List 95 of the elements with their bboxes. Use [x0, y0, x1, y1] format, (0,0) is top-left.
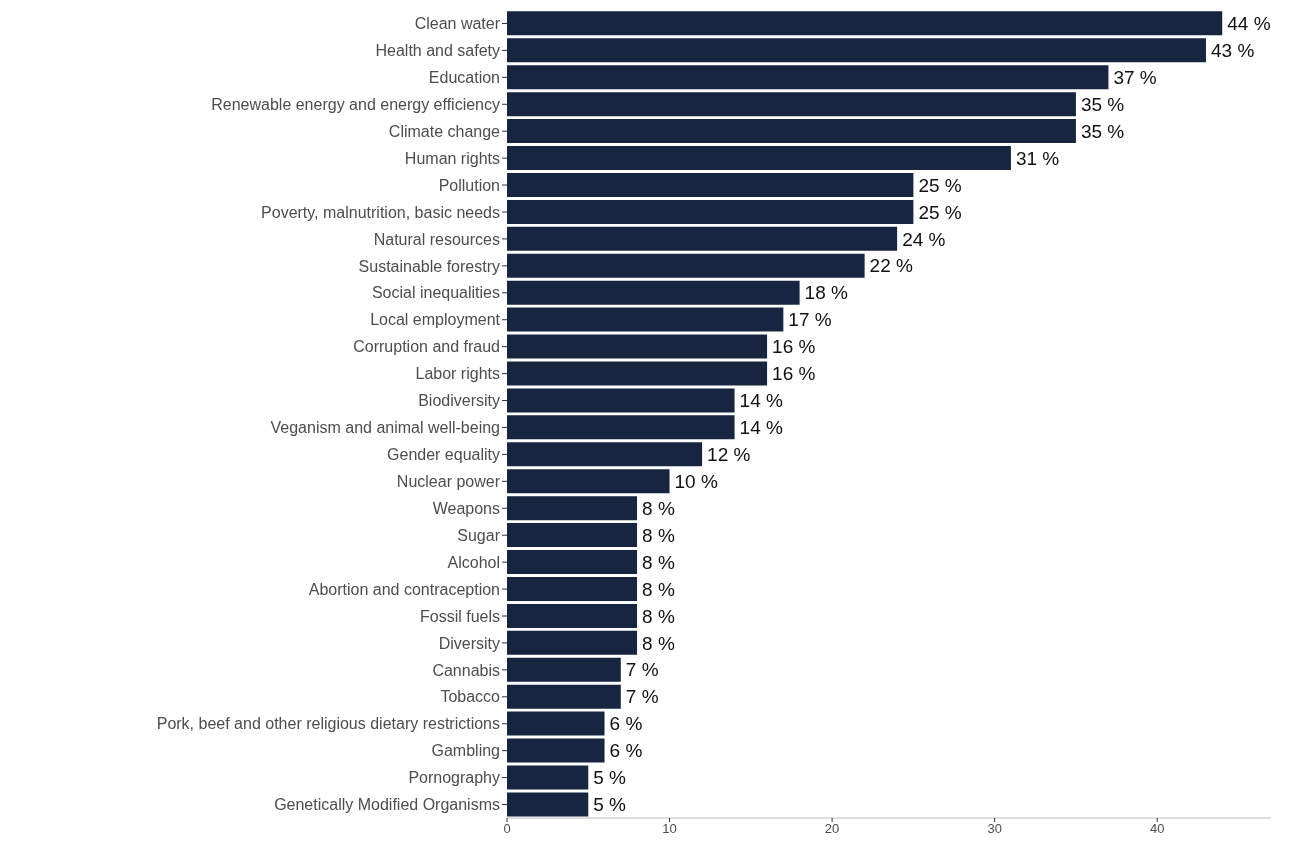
bar: [507, 280, 800, 305]
y-tick-label: Diversity: [438, 634, 500, 652]
bar: [507, 711, 605, 736]
data-label: 44 %: [1227, 13, 1271, 35]
x-tick-label: 40: [1149, 821, 1165, 837]
bar: [507, 38, 1206, 63]
data-label: 8 %: [642, 632, 675, 654]
y-tick-label: Labor rights: [415, 365, 500, 383]
x-tick-label: 30: [987, 821, 1002, 837]
y-tick-label: Corruption and fraud: [353, 338, 500, 356]
data-label: 16 %: [772, 363, 816, 385]
data-label: 35 %: [1080, 120, 1125, 142]
bar: [507, 630, 638, 655]
x-tick-label: 20: [824, 821, 840, 837]
data-label: 8 %: [642, 497, 675, 519]
data-label: 18 %: [804, 282, 849, 304]
data-label: 6 %: [609, 713, 643, 735]
bar: [507, 334, 768, 359]
y-tick-label: Genetically Modified Organisms: [274, 796, 500, 814]
data-label: 14 %: [739, 390, 783, 412]
bar: [507, 92, 1076, 117]
data-label: 7 %: [625, 686, 659, 708]
data-label: 6 %: [609, 740, 643, 762]
data-label: 8 %: [642, 605, 675, 627]
y-tick-label: Sustainable forestry: [358, 257, 500, 275]
bar: [507, 523, 638, 548]
y-tick-label: Tobacco: [440, 688, 501, 706]
y-tick-label: Weapons: [432, 499, 500, 517]
data-label: 8 %: [642, 524, 675, 546]
data-label: 25 %: [918, 201, 962, 223]
bar: [507, 172, 914, 197]
y-tick-label: Nuclear power: [396, 473, 501, 491]
data-label: 22 %: [869, 255, 914, 277]
y-tick-label: Education: [428, 69, 500, 87]
y-tick-label: Alcohol: [447, 553, 500, 571]
bar: [507, 684, 621, 709]
data-label: 37 %: [1113, 66, 1157, 88]
data-label: 12 %: [707, 444, 751, 466]
data-label: 35 %: [1080, 93, 1125, 115]
bar: [507, 65, 1109, 90]
y-tick-label: Pork, beef and other religious dietary restrictions: [156, 715, 500, 733]
data-label: 16 %: [772, 336, 816, 358]
bar: [507, 11, 1223, 36]
y-tick-label: Renewable energy and energy efficiency: [211, 95, 500, 113]
bar: [507, 738, 605, 763]
bar: [507, 361, 768, 386]
bar: [507, 388, 735, 413]
data-label: 14 %: [739, 417, 783, 439]
data-label: 17 %: [788, 309, 832, 331]
bar: [507, 307, 784, 332]
y-tick-label: Gender equality: [387, 446, 500, 464]
data-label: 25 %: [918, 174, 962, 196]
y-tick-label: Health and safety: [375, 42, 500, 60]
y-tick-label: Clean water: [414, 15, 501, 33]
data-label: 5 %: [593, 767, 627, 789]
bar: [507, 765, 589, 790]
y-tick-label: Biodiversity: [418, 392, 500, 410]
y-tick-label: Veganism and animal well-being: [270, 419, 500, 437]
y-tick-label: Human rights: [404, 149, 500, 167]
bar: [507, 576, 638, 601]
bar: [507, 603, 638, 628]
y-tick-label: Pornography: [408, 769, 500, 787]
data-label: 31 %: [1015, 147, 1060, 169]
y-tick-label: Cannabis: [432, 661, 500, 679]
bar: [507, 792, 589, 817]
x-tick-label: 0: [503, 821, 511, 837]
y-tick-label: Fossil fuels: [419, 607, 500, 625]
data-label: 7 %: [625, 659, 659, 681]
bar: [507, 442, 703, 467]
data-label: 24 %: [902, 228, 946, 250]
y-tick-label: Sugar: [457, 526, 501, 544]
y-tick-label: Abortion and contraception: [308, 580, 500, 598]
data-label: 43 %: [1210, 40, 1255, 62]
data-label: 10 %: [674, 470, 718, 492]
bar: [507, 469, 670, 494]
bar: [507, 226, 898, 251]
data-label: 8 %: [642, 551, 675, 573]
y-tick-label: Local employment: [370, 311, 501, 329]
x-tick-label: 10: [662, 821, 677, 837]
bar: [507, 657, 621, 682]
bar: [507, 550, 638, 575]
y-tick-label: Social inequalities: [371, 284, 500, 302]
bar: [507, 496, 638, 521]
y-tick-label: Natural resources: [373, 230, 500, 248]
y-tick-label: Climate change: [388, 122, 501, 140]
bar: [507, 253, 865, 278]
data-label: 5 %: [593, 794, 627, 816]
data-label: 8 %: [642, 578, 675, 600]
bar: [507, 146, 1011, 171]
y-tick-label: Pollution: [438, 176, 500, 194]
bar: [507, 415, 735, 440]
bar: [507, 119, 1076, 144]
bar: [507, 199, 914, 224]
y-tick-label: Gambling: [431, 742, 500, 760]
y-tick-label: Poverty, malnutrition, basic needs: [261, 203, 500, 221]
